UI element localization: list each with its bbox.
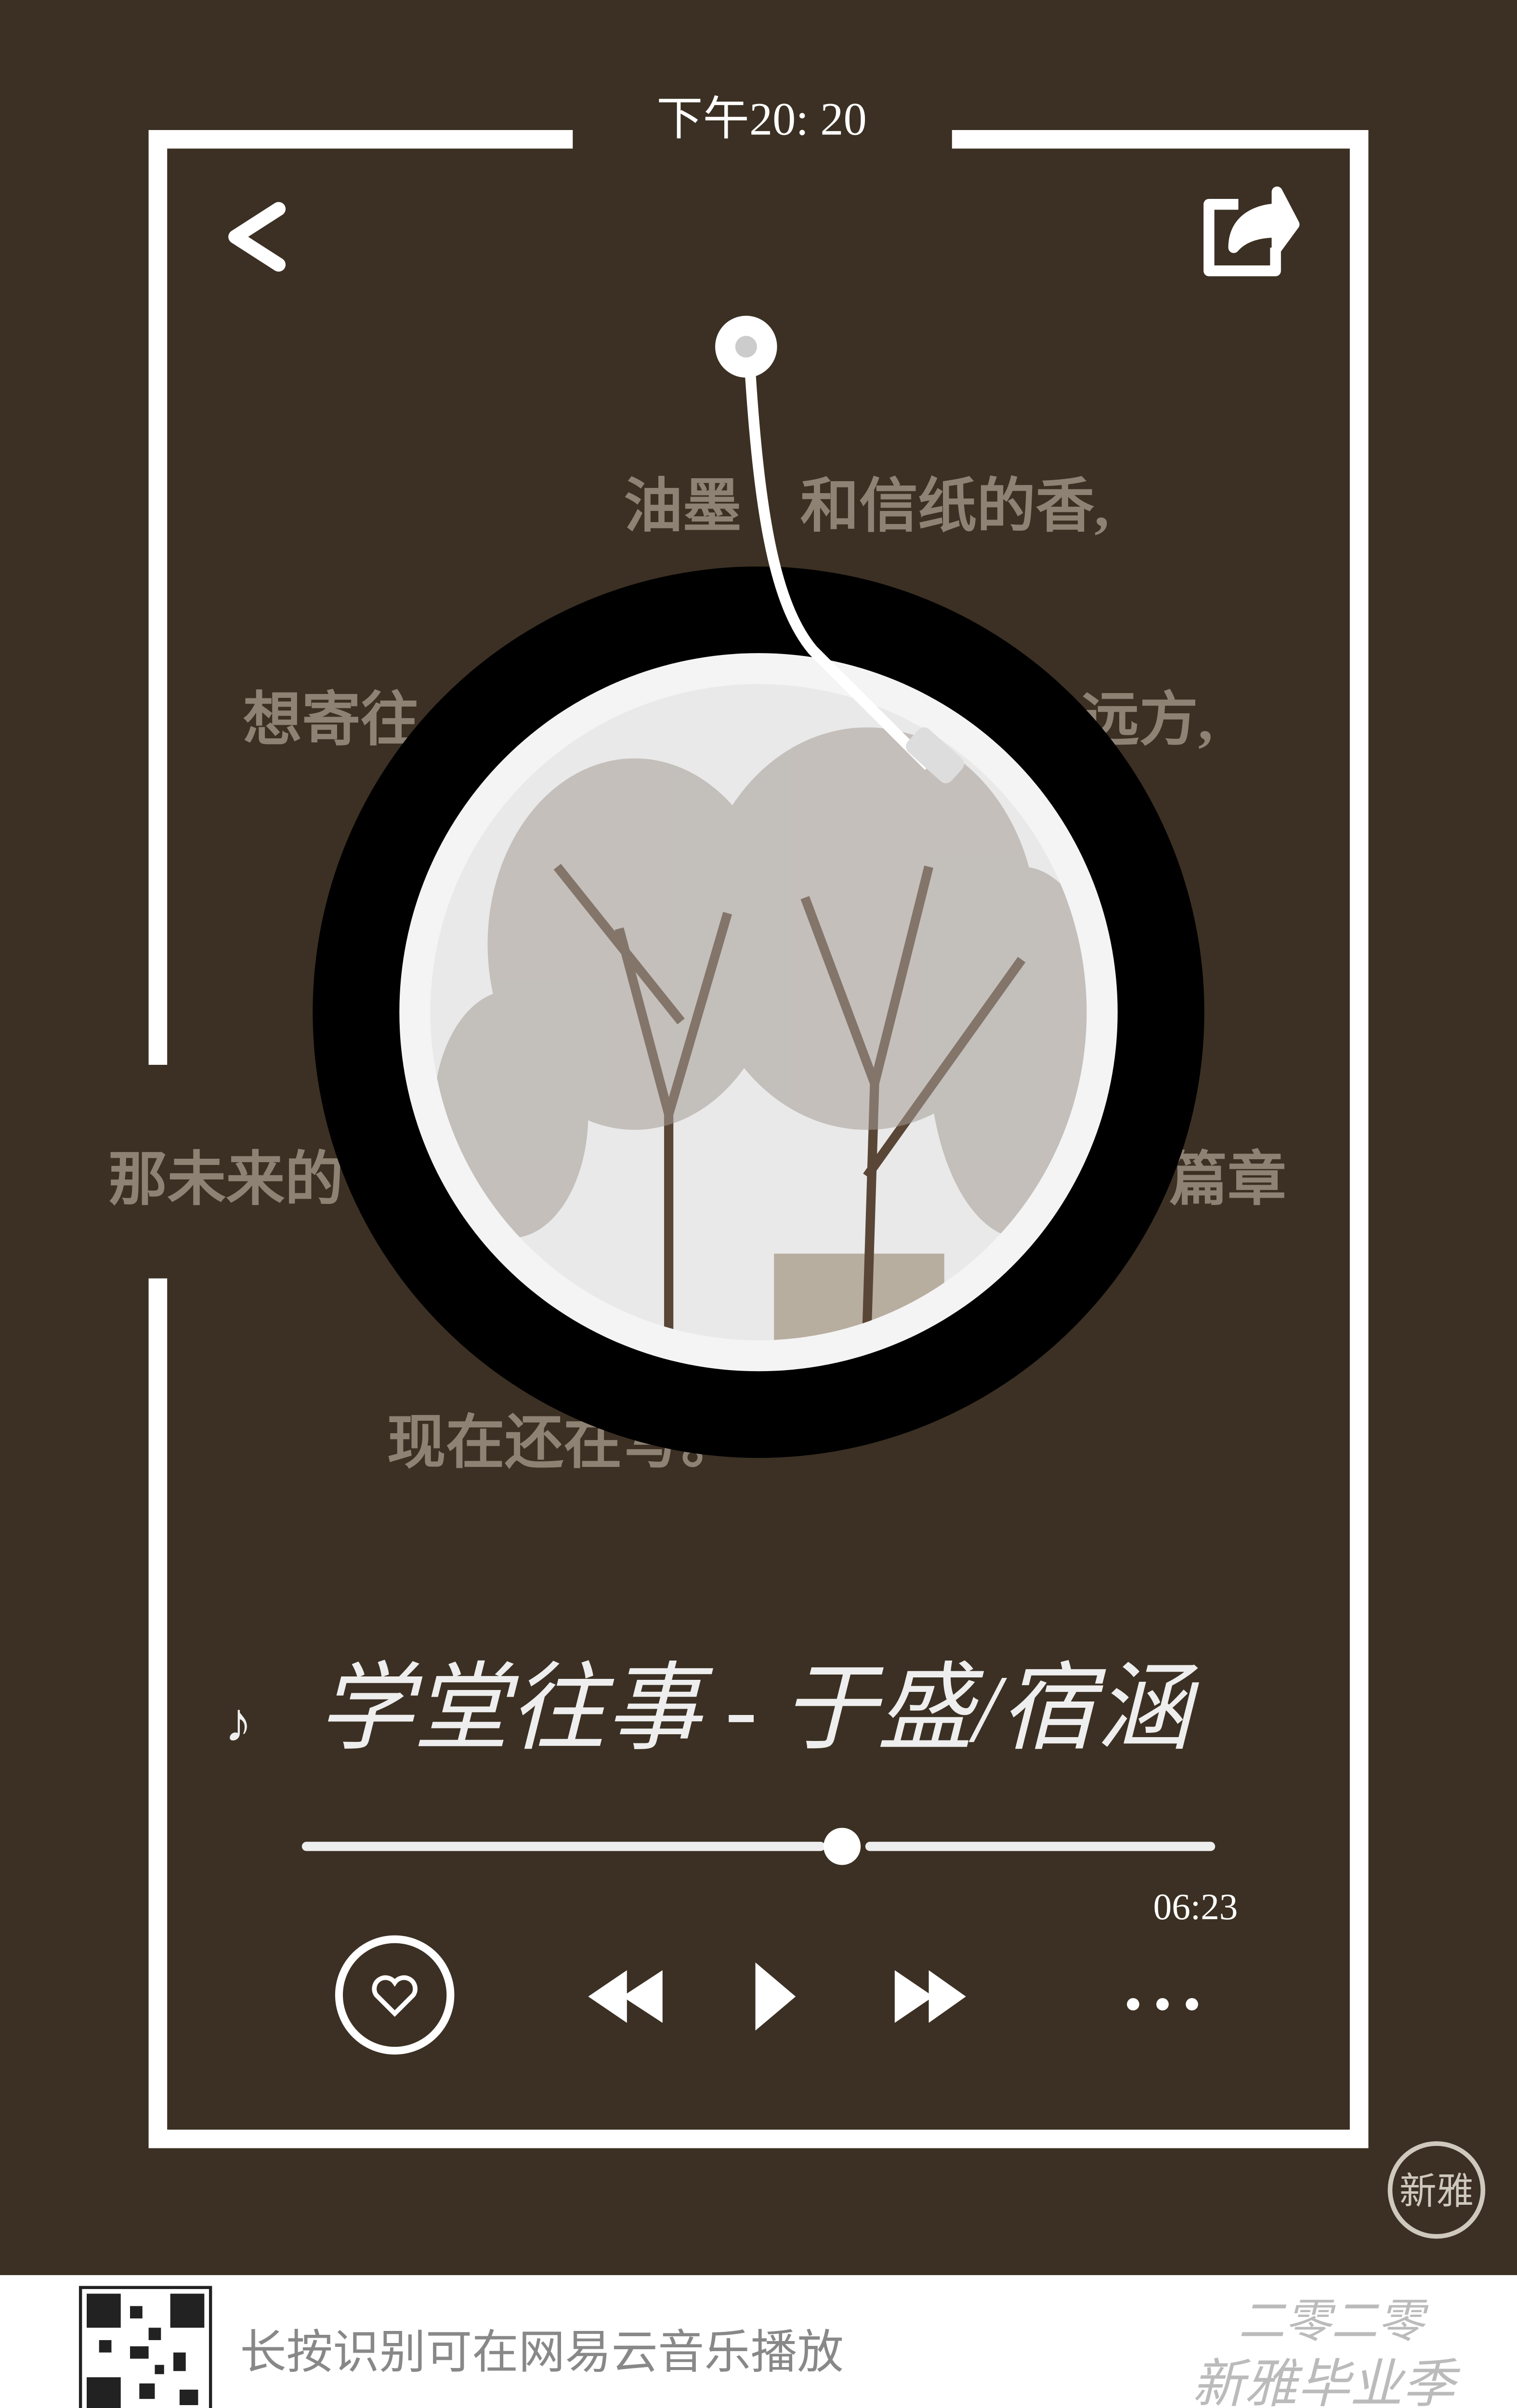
- footer-year: 二零二零: [1238, 2296, 1428, 2347]
- cover-photo: [430, 684, 1087, 1341]
- lyric: 篇章: [1169, 1148, 1286, 1213]
- share-button[interactable]: [1203, 186, 1300, 276]
- music-note: ♪: [224, 1692, 252, 1754]
- song-title: 学堂往事 - 于盛/宿涵: [317, 1656, 1199, 1762]
- seal-text: 新雅: [1399, 2171, 1474, 2212]
- lyric: 和信纸的香,: [800, 474, 1109, 539]
- frame: [148, 130, 1369, 2148]
- more-button[interactable]: [1127, 1998, 1198, 2011]
- lyric: 那未来的: [108, 1148, 344, 1213]
- progress-knob[interactable]: [824, 1828, 861, 1865]
- previous-button[interactable]: [588, 1970, 663, 2023]
- seal: [1387, 2141, 1486, 2239]
- qr-code: [78, 2286, 212, 2408]
- tonearm: [744, 355, 933, 770]
- tonearm-head: [906, 727, 964, 784]
- like-button[interactable]: [335, 1935, 455, 2055]
- lyric: 想寄往: [243, 688, 419, 753]
- footer-hint: 长按识别可在网易云音乐播放: [240, 2327, 843, 2378]
- lyric: 油墨: [624, 474, 741, 539]
- next-button[interactable]: [894, 1970, 966, 2023]
- back-button[interactable]: [228, 202, 286, 272]
- play-button[interactable]: [755, 1962, 796, 2031]
- footer: [0, 2275, 1517, 2408]
- duration: 06:23: [1153, 1886, 1238, 1927]
- status-time: 下午20: 20: [656, 93, 867, 145]
- footer-slogan: 新雅毕业季: [1192, 2356, 1461, 2408]
